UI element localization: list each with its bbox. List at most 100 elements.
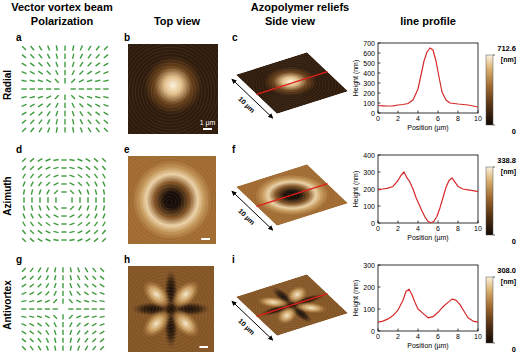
polarization-dash — [80, 46, 82, 51]
polarization-dash — [46, 239, 51, 241]
polarization-dash — [53, 175, 58, 177]
polarization-dash — [79, 71, 83, 75]
polarization-dash — [96, 46, 99, 50]
polarization-dash — [30, 276, 34, 280]
relief-ripple — [236, 164, 348, 226]
relief-ripple — [160, 193, 179, 212]
relief-ripple — [236, 274, 348, 336]
relief-ripple — [128, 44, 218, 134]
polarization-dash — [84, 300, 89, 302]
polarization-dash — [71, 95, 75, 99]
polarization-dash — [22, 331, 26, 334]
relief-ripple — [128, 156, 216, 244]
panel-letter: f — [232, 144, 236, 155]
row-label: Antivortex — [2, 280, 13, 330]
polarization-dash — [30, 71, 35, 73]
polarization-dash — [30, 338, 34, 342]
polarization-dash — [62, 283, 63, 288]
relief-image — [236, 274, 348, 336]
polarization-dash — [46, 80, 51, 82]
polarization-dash — [22, 158, 26, 162]
relief-ripple — [270, 73, 313, 97]
polarization-dash — [72, 70, 74, 75]
y-tick-label: 200 — [363, 90, 375, 97]
top-view-panel: 1 µm — [103, 25, 237, 159]
relief-ripple — [166, 200, 172, 206]
x-tick-label: 8 — [456, 333, 460, 340]
relief-ripple — [128, 270, 210, 352]
polarization-dash — [62, 267, 63, 272]
polarization-dash — [85, 284, 89, 288]
polarization-dash — [103, 182, 105, 187]
profile-line — [378, 172, 478, 223]
polarization-dash — [64, 127, 65, 132]
polarization-dash — [94, 230, 98, 234]
colorbar — [486, 277, 493, 343]
scale-bar — [201, 238, 210, 240]
polarization-dash — [86, 166, 90, 169]
relief-ripple — [145, 66, 196, 117]
polarization-dash — [87, 182, 90, 186]
polarization-dash — [95, 80, 100, 81]
polarization-dash — [69, 231, 74, 232]
polarization-dash — [45, 316, 50, 318]
column-header: Top view — [154, 15, 201, 27]
x-tick — [438, 329, 439, 332]
polarization-dash — [46, 292, 50, 296]
relief-ripple — [236, 52, 348, 114]
relief-ripple — [163, 196, 175, 208]
polarization-dash — [62, 338, 63, 343]
polarization-dash — [70, 346, 71, 351]
polarization-dash — [53, 308, 58, 309]
x-axis-title: Position (µm) — [407, 234, 448, 242]
colorbar-tick — [493, 125, 495, 126]
polarization-dash — [87, 96, 92, 98]
relief-ripple — [165, 309, 171, 315]
polarization-dash — [87, 205, 89, 210]
polarization-dash — [85, 268, 88, 272]
polarization-dash — [30, 331, 34, 334]
polarization-dash — [96, 63, 100, 66]
x-tick-label: 6 — [436, 115, 440, 122]
relief-ripple — [155, 76, 187, 108]
column-header: Side view — [265, 15, 316, 27]
polarization-dash — [30, 284, 34, 287]
relief-ripple — [236, 274, 348, 336]
polarization-dash — [22, 112, 27, 115]
polarization-dash — [61, 175, 66, 176]
polarization-dash — [70, 267, 71, 272]
polarization-dash — [53, 315, 57, 319]
column-header: line profile — [400, 15, 456, 27]
polarization-dash — [55, 95, 59, 99]
polarization-dash — [31, 197, 32, 202]
polarization-dash — [104, 55, 108, 58]
relief-ripple — [161, 82, 180, 101]
relief-ripple — [131, 164, 207, 240]
polarization-dash — [30, 97, 35, 98]
y-axis-title: Height (nm) — [352, 171, 360, 208]
x-tick — [478, 329, 479, 332]
relief-ripple — [134, 168, 204, 238]
size-arrow — [232, 79, 273, 118]
polarization-dash — [87, 197, 88, 202]
polarization-dash — [70, 291, 72, 296]
polarization-dash — [80, 62, 83, 66]
size-label: 10 µm — [236, 207, 256, 227]
plot-frame — [378, 43, 478, 113]
x-tick-label: 10 — [474, 225, 482, 232]
polarization-dash — [38, 239, 43, 242]
polarization-dash — [61, 231, 66, 232]
polarization-dash — [72, 103, 74, 108]
polarization-dash — [100, 268, 104, 272]
relief-ripple — [128, 266, 214, 352]
polarization-dash — [100, 276, 104, 279]
polarization-dash — [62, 275, 63, 280]
polarization-dash — [61, 207, 66, 208]
relief-ripple — [143, 286, 194, 337]
relief-ripple — [261, 180, 322, 213]
x-tick-label: 2 — [396, 115, 400, 122]
x-tick-label: 0 — [376, 225, 380, 232]
polarization-dash — [46, 268, 48, 273]
relief-ripple — [236, 276, 348, 336]
polarization-dash — [77, 283, 80, 287]
